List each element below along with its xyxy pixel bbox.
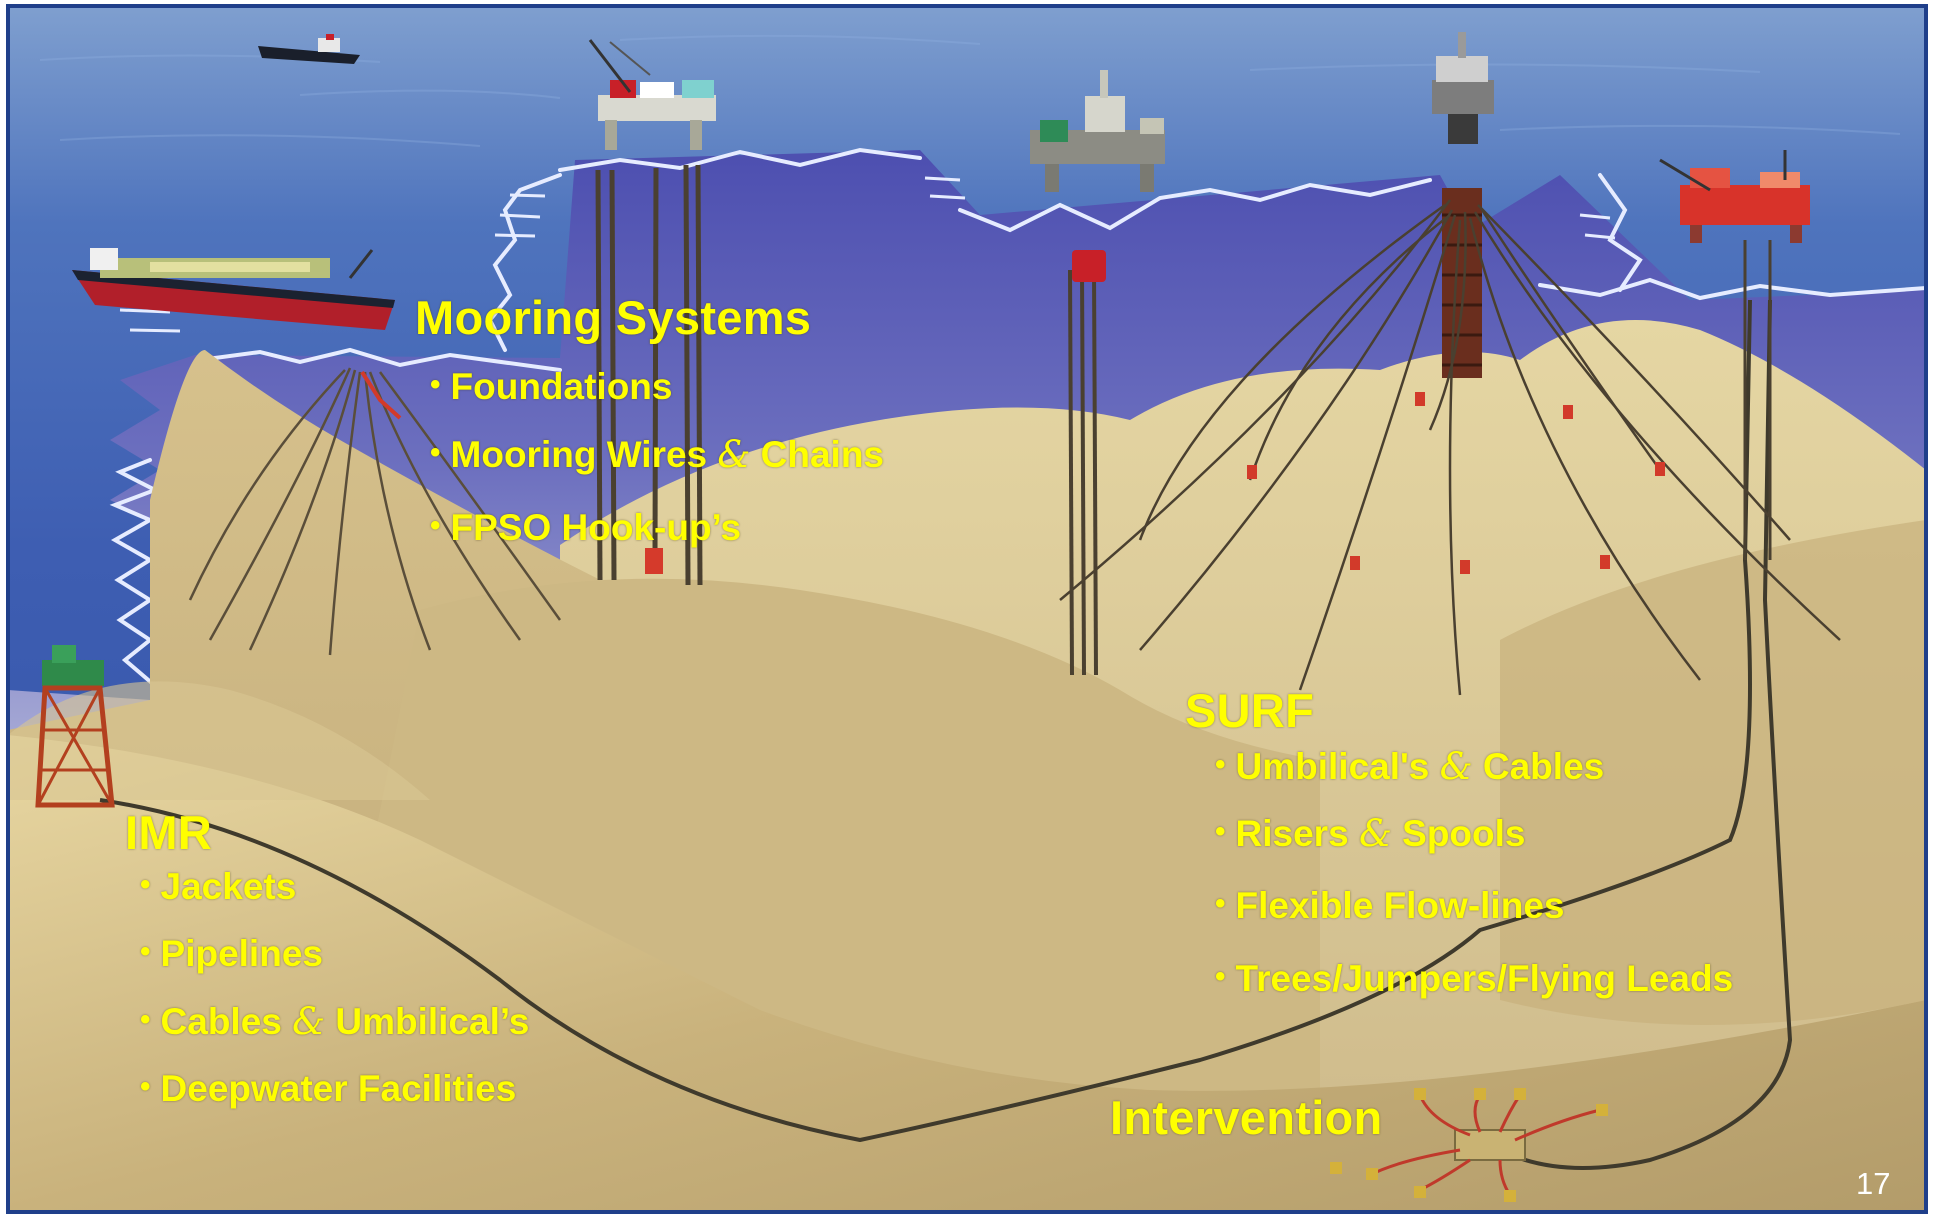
supply-boat-icon xyxy=(258,34,360,64)
imr-item-cables-umbilicals: • Cables & Umbilical’s xyxy=(140,1000,529,1043)
mooring-item-foundations: • Foundations xyxy=(430,366,672,408)
tlp-topside-icon xyxy=(1659,150,1810,243)
surf-item-label-b: Cables xyxy=(1472,745,1605,787)
mooring-item-label: FPSO Hook-up’s xyxy=(450,507,742,548)
surf-heading: SURF xyxy=(1185,684,1315,737)
surf-item-label-a: Umbilical's xyxy=(1235,745,1440,787)
bullet-icon: • xyxy=(140,1002,151,1036)
seabed-slope-left xyxy=(8,681,430,800)
bullet-icon: • xyxy=(1215,747,1226,781)
mooring-item-label-b: Chains xyxy=(750,433,884,475)
surf-item-risers-spools: • Risers & Spools xyxy=(1215,812,1526,855)
mooring-item-fpso-hookups: • FPSO Hook-up’s xyxy=(430,507,741,549)
spar-risers xyxy=(1059,199,1841,696)
tlp-tendons xyxy=(595,164,703,586)
surf-item-umbilicals-cables: • Umbilical's & Cables xyxy=(1215,745,1604,788)
imr-heading: IMR xyxy=(125,806,213,859)
surf-item-label-b: Spools xyxy=(1391,812,1526,854)
spar-topside-icon xyxy=(1432,32,1494,144)
intervention-heading: Intervention xyxy=(1110,1091,1383,1144)
tlp-anchor-marker xyxy=(645,548,663,574)
mooring-item-wires-chains: • Mooring Wires & Chains xyxy=(430,433,884,476)
seabed-slope-right xyxy=(1500,520,1926,1025)
slide-frame xyxy=(6,4,1928,1214)
bullet-icon: • xyxy=(430,368,441,401)
surf-item-label-a: Risers xyxy=(1235,812,1359,854)
imr-item-jackets: • Jackets xyxy=(140,866,296,908)
export-pipeline xyxy=(99,299,1752,1143)
bullet-icon: • xyxy=(430,435,441,469)
ampersand: & xyxy=(1439,745,1473,788)
mooring-item-label: Foundations xyxy=(450,366,673,407)
riser-buoyancy-modules xyxy=(1247,392,1665,574)
seabed-foreground xyxy=(8,735,1926,1212)
bullet-icon: • xyxy=(140,868,151,901)
page-number: 17 xyxy=(1856,1166,1891,1201)
imr-item-pipelines: • Pipelines xyxy=(140,933,323,975)
bullet-icon: • xyxy=(1215,887,1226,920)
imr-item-label: Deepwater Facilities xyxy=(160,1068,517,1109)
surf-item-trees-jumpers: • Trees/Jumpers/Flying Leads xyxy=(1215,958,1733,1000)
fixed-jacket-icon xyxy=(35,645,115,808)
bullet-icon: • xyxy=(140,1070,151,1103)
subsea-manifold-icon xyxy=(1330,1088,1608,1202)
mooring-systems-heading: Mooring Systems xyxy=(415,291,812,344)
water-cut-dashes xyxy=(119,176,1616,333)
imr-item-label-b: Umbilical’s xyxy=(325,1000,530,1042)
imr-item-label-a: Cables xyxy=(160,1000,293,1042)
bullet-icon: • xyxy=(430,509,441,542)
bullet-icon: • xyxy=(1215,960,1226,993)
surf-item-label: Trees/Jumpers/Flying Leads xyxy=(1235,958,1734,999)
bullet-icon: • xyxy=(1215,814,1226,848)
spar-hull xyxy=(1442,188,1482,378)
production-semi-icon xyxy=(1030,70,1165,192)
surf-item-flexible-flowlines: • Flexible Flow-lines xyxy=(1215,885,1564,927)
ampersand: & xyxy=(292,1000,326,1043)
ampersand: & xyxy=(1358,812,1392,855)
ampersand: & xyxy=(717,433,751,476)
semi-submersible-icon xyxy=(588,39,716,150)
imr-item-label: Jackets xyxy=(160,866,297,907)
fpso-vessel-icon xyxy=(72,248,395,330)
surf-item-label: Flexible Flow-lines xyxy=(1235,885,1565,926)
tlp-right-risers xyxy=(1743,240,1772,560)
mooring-item-label-a: Mooring Wires xyxy=(450,433,718,475)
fpso-turret-chain xyxy=(360,370,402,420)
imr-item-label: Pipelines xyxy=(160,933,323,974)
semi-risers xyxy=(1068,269,1098,676)
spar-strakes xyxy=(1442,213,1482,367)
imr-item-deepwater-facilities: • Deepwater Facilities xyxy=(140,1068,516,1110)
wave-streaks xyxy=(39,34,1901,147)
flowline-right xyxy=(1499,299,1793,1170)
bullet-icon: • xyxy=(140,935,151,968)
buoyancy-can xyxy=(1072,250,1106,282)
